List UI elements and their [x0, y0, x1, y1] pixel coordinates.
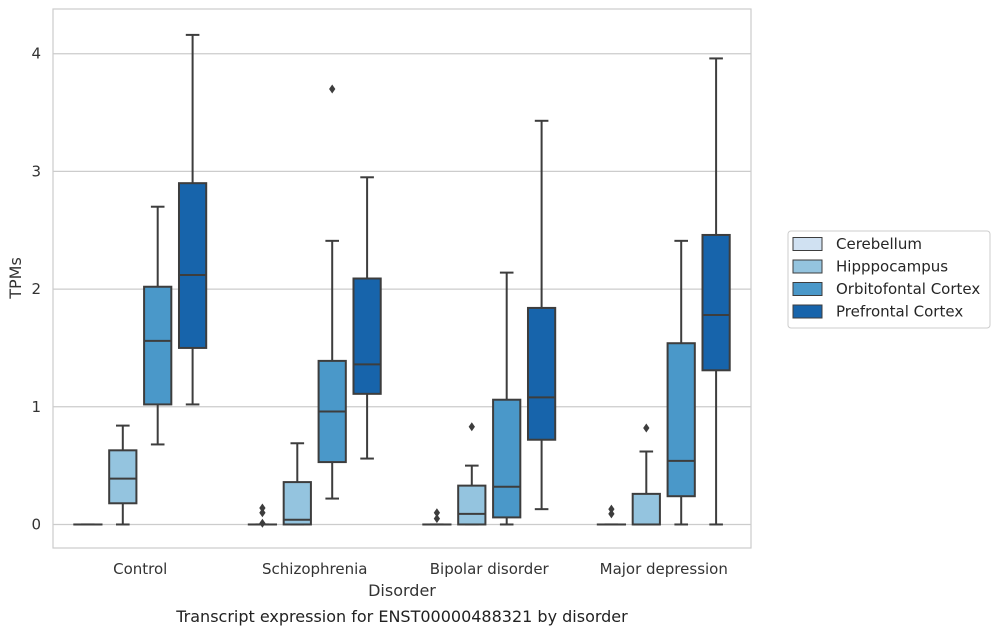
iqr-box [282, 481, 312, 526]
box-orbitofontal-cortex [666, 239, 696, 526]
outlier-point [608, 504, 615, 514]
iqr-box [143, 285, 173, 406]
y-tick-label: 0 [31, 515, 41, 533]
x-tick-label: Major depression [600, 560, 728, 578]
box-orbitofontal-cortex [317, 84, 347, 500]
outlier-point [259, 518, 266, 528]
box-orbitofontal-cortex [143, 205, 173, 446]
y-tick-label: 1 [31, 398, 41, 416]
legend-label: Prefrontal Cortex [836, 303, 963, 321]
iqr-box [108, 449, 138, 505]
legend-label: Hipppocampus [836, 258, 948, 276]
box-cerebellum [596, 504, 627, 526]
y-tick-label: 3 [31, 162, 41, 180]
legend-label: Orbitofontal Cortex [836, 280, 980, 298]
outlier-point [433, 514, 441, 524]
box-prefrontal-cortex [177, 33, 208, 406]
outlier-point [259, 503, 266, 513]
box-prefrontal-cortex [701, 57, 731, 526]
iqr-box [457, 484, 487, 526]
box-hipppocampus [282, 442, 312, 526]
box-hipppocampus [108, 424, 138, 526]
x-axis-ticks: Control Schizophrenia Bipolar disorder Majo… [113, 560, 728, 578]
box-prefrontal-cortex [526, 119, 557, 511]
plot-area-frame [52, 8, 752, 549]
iqr-box [526, 306, 557, 441]
outlier-point [643, 423, 650, 433]
box-cerebellum [247, 503, 278, 528]
legend-swatch [792, 237, 823, 251]
outlier-point [433, 508, 441, 518]
iqr-box [631, 492, 661, 526]
box-cerebellum [422, 508, 452, 526]
outlier-point [608, 509, 615, 519]
legend-frame [787, 230, 991, 329]
outlier-point [329, 84, 336, 94]
y-tick-label: 4 [31, 45, 41, 63]
box-prefrontal-cortex [352, 176, 382, 460]
box-hipppocampus [457, 422, 487, 526]
legend-swatch [792, 259, 823, 274]
legend-swatch [792, 304, 823, 319]
box-hipppocampus [631, 423, 661, 526]
iqr-box [492, 398, 522, 519]
legend: Cerebellum Hipppocampus Orbitofontal Corte… [787, 230, 991, 329]
iqr-box [701, 233, 731, 372]
iqr-box [177, 182, 208, 349]
box-series [73, 33, 731, 528]
legend-label: Cerebellum [836, 235, 922, 253]
iqr-box [352, 277, 382, 395]
x-tick-label: Bipolar disorder [430, 560, 550, 578]
y-tick-label: 2 [31, 280, 41, 298]
x-tick-label: Control [113, 560, 167, 578]
legend-swatch [792, 282, 823, 296]
chart-title: Transcript expression for ENST0000048832… [175, 607, 628, 626]
x-tick-label: Schizophrenia [262, 560, 367, 578]
box-orbitofontal-cortex [492, 271, 522, 526]
outlier-point [468, 422, 475, 432]
y-axis-ticks: 0 1 2 3 4 [31, 45, 41, 534]
iqr-box [666, 342, 696, 498]
outlier-point [259, 508, 266, 518]
y-axis-title: TPMs [6, 257, 25, 300]
x-axis-title: Disorder [368, 581, 436, 600]
